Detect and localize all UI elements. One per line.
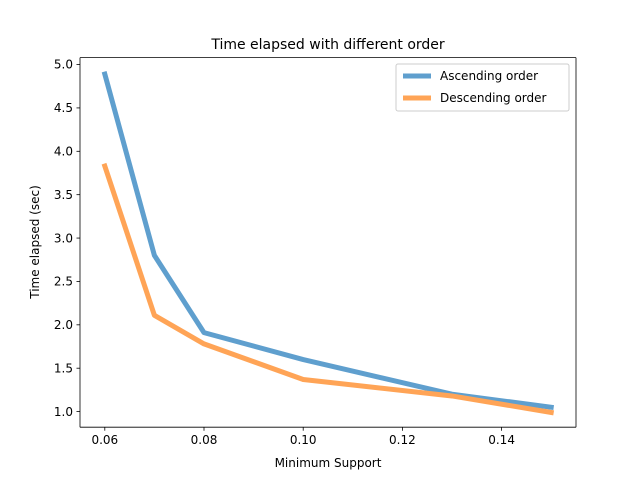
legend-box (395, 63, 570, 112)
series-line-descending (101, 162, 555, 416)
y-tick-label: 4.5 (54, 101, 73, 115)
y-tick-label: 5.0 (54, 58, 73, 72)
x-tick-label: 0.10 (290, 433, 317, 447)
y-tick-label: 2.0 (54, 318, 73, 332)
y-tick-label: 3.5 (54, 188, 73, 202)
legend-label-ascending: Ascending order (440, 69, 538, 83)
y-tick-label: 1.0 (54, 405, 73, 419)
legend-label-descending: Descending order (440, 91, 547, 105)
y-tick-label: 3.0 (54, 231, 73, 245)
series-layer (101, 71, 555, 416)
legend: Ascending order Descending order (395, 63, 570, 112)
x-axis-label: Minimum Support (275, 456, 382, 470)
y-axis-label: Time elapsed (sec) (28, 185, 42, 300)
x-tick-label: 0.14 (488, 433, 515, 447)
plot-frame (79, 57, 577, 428)
chart-title: Time elapsed with different order (210, 37, 445, 53)
y-axis-ticks: 1.0 1.5 2.0 2.5 3.0 3.5 4.0 4.5 5.0 (54, 58, 80, 419)
x-axis-ticks: 0.06 0.08 0.10 0.12 0.14 (91, 427, 515, 447)
y-tick-label: 2.5 (54, 275, 73, 289)
x-tick-label: 0.06 (91, 433, 118, 447)
x-tick-label: 0.08 (191, 433, 218, 447)
plot-area (80, 57, 576, 428)
y-tick-label: 1.5 (54, 361, 73, 375)
y-tick-label: 4.0 (54, 145, 73, 159)
x-tick-label: 0.12 (389, 433, 416, 447)
